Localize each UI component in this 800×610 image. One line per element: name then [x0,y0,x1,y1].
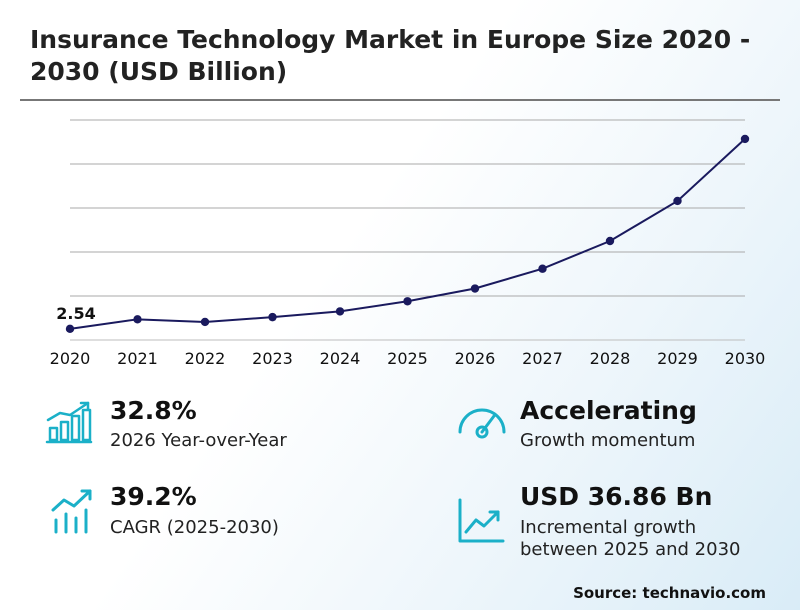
stat-label-line: between 2025 and 2030 [520,539,741,560]
data-point [200,317,210,327]
data-label: 2.54 [56,304,95,323]
stat-label: Growth momentum [520,430,696,451]
stat-label: CAGR (2025-2030) [110,517,279,538]
trend-bars-icon [51,489,92,534]
data-points [65,134,750,334]
data-point [605,236,615,246]
x-tick-label: 2027 [522,349,563,368]
x-tick-label: 2026 [455,349,496,368]
x-tick-label: 2023 [252,349,293,368]
x-tick-label: 2024 [320,349,361,368]
data-point [403,297,412,306]
line-chart-up-icon [458,498,505,543]
title-divider [20,99,780,101]
stat-label: Incremental growth between 2025 and 2030 [520,517,740,561]
grid-lines [70,119,745,341]
x-tick-labels: 2020 2021 2022 2023 2024 2025 2026 2027 2028 2029… [50,349,766,368]
page-title: Insurance Technology Market in Europe Si… [30,25,751,86]
data-labels: 2.54 [56,304,95,323]
line-chart: 2020 2021 2022 2023 2024 2025 2026 2027 2028 2029… [50,119,766,368]
bar-chart-growth-icon [45,401,93,444]
data-point [268,312,277,322]
stat-value: 32.8% [110,396,197,425]
stat-label-line: Incremental growth [520,517,697,538]
data-point [538,264,547,273]
stat-value: 39.2% [110,482,197,511]
x-tick-label: 2021 [117,349,158,368]
data-point [335,307,345,316]
x-tick-label: 2020 [50,349,91,368]
source-note: Source: technavio.com [573,584,766,602]
data-point [65,324,75,334]
stat-value: Accelerating [520,396,697,425]
x-tick-label: 2022 [185,349,226,368]
x-tick-label: 2030 [725,349,766,368]
data-point [470,284,480,293]
data-point [740,134,750,144]
x-tick-label: 2028 [590,349,631,368]
gauge-icon [458,408,506,439]
x-tick-label: 2029 [657,349,698,368]
data-point [133,315,142,324]
stat-value: USD 36.86 Bn [520,482,713,511]
stat-label: 2026 Year-over-Year [110,430,287,451]
x-tick-label: 2025 [387,349,428,368]
data-point [673,196,682,206]
